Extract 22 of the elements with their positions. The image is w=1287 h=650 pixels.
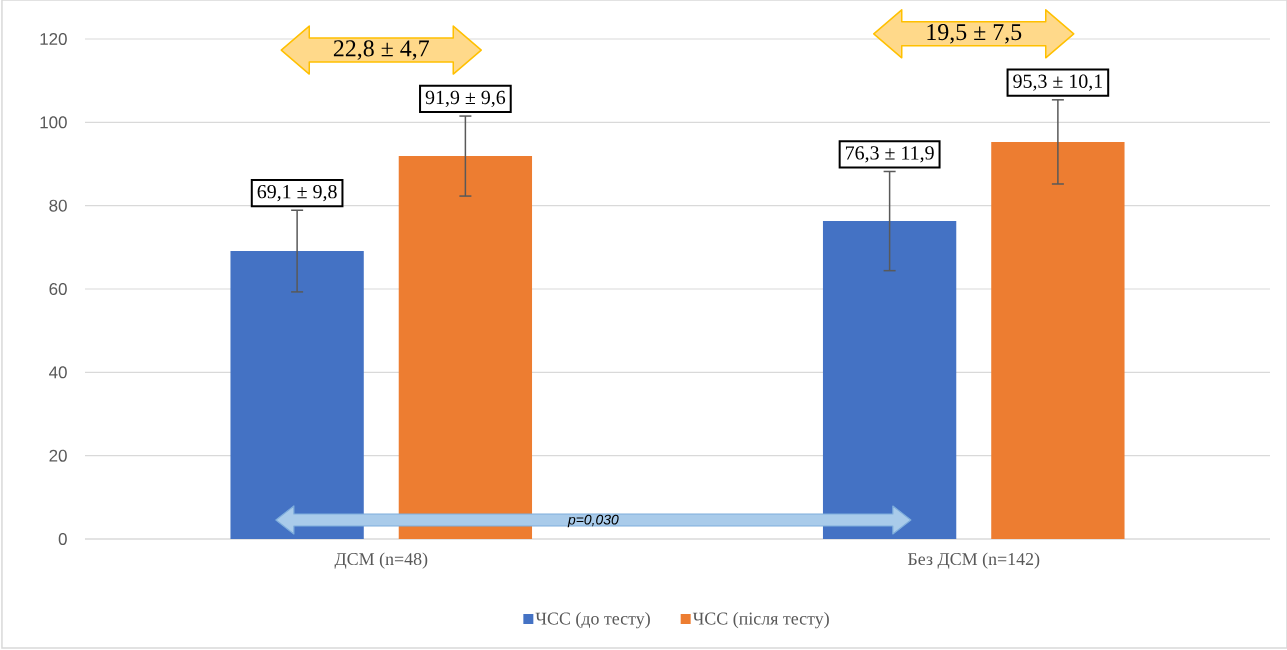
bar <box>230 251 364 539</box>
annotation: 22,8 ± 4,7 <box>333 40 429 60</box>
annotation: p=0,030 <box>567 514 619 528</box>
y-tick-label: 100 <box>40 116 67 129</box>
y-tick-label: 20 <box>49 449 67 462</box>
data-label: 69,1 ± 9,8 <box>257 184 337 202</box>
data-label: 95,3 ± 10,1 <box>1013 74 1102 91</box>
y-tick-label: 0 <box>58 532 67 545</box>
legend-label: ЧСС (до тесту) <box>535 612 650 629</box>
bar <box>398 156 533 539</box>
bar <box>822 221 957 539</box>
bar <box>991 141 1125 539</box>
y-tick-label: 80 <box>49 199 67 212</box>
y-tick-label: 40 <box>49 366 67 379</box>
y-tick-label: 60 <box>49 282 67 295</box>
x-tick-label: ДСМ (n=48) <box>334 552 428 569</box>
annotation: 19,5 ± 7,5 <box>927 24 1022 44</box>
legend-label: ЧСС (після тесту) <box>692 612 829 629</box>
y-tick-label: 120 <box>40 32 67 45</box>
data-label: 76,3 ± 11,9 <box>845 146 934 163</box>
x-tick-label: Без ДСМ (n=142) <box>907 552 1040 569</box>
data-label: 91,9 ± 9,6 <box>425 90 506 108</box>
